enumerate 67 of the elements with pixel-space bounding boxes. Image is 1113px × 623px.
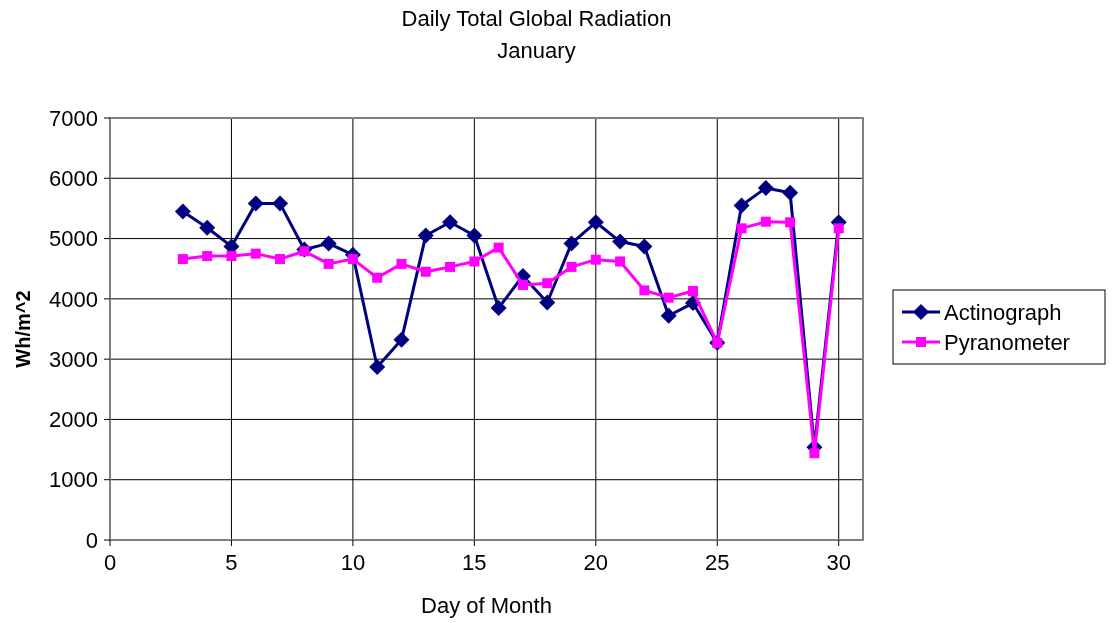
- x-tick-label: 20: [583, 550, 609, 575]
- point: [660, 307, 677, 324]
- legend-label: Pyranometer: [944, 329, 1070, 355]
- point: [323, 258, 334, 269]
- point: [369, 358, 386, 375]
- point: [517, 279, 528, 290]
- point: [809, 448, 820, 459]
- y-tick-label: 2000: [49, 407, 98, 433]
- point: [347, 254, 358, 265]
- x-tick-label: 30: [826, 550, 851, 575]
- point: [539, 294, 556, 311]
- y-tick-label: 4000: [49, 286, 98, 312]
- y-tick-label: 7000: [49, 105, 98, 131]
- point: [272, 195, 289, 212]
- point: [226, 251, 237, 262]
- point: [663, 292, 674, 303]
- point: [785, 217, 796, 228]
- point: [396, 258, 407, 269]
- x-axis-title: Day of Month: [421, 593, 552, 618]
- point: [493, 242, 504, 253]
- point: [372, 272, 383, 283]
- point: [420, 266, 431, 277]
- point: [733, 197, 750, 214]
- point: [757, 179, 774, 196]
- x-tick-label: 25: [705, 550, 730, 575]
- point: [199, 219, 216, 236]
- point: [639, 285, 650, 296]
- point: [490, 299, 507, 316]
- y-tick-label: 6000: [49, 165, 98, 191]
- x-tick-label: 0: [103, 550, 117, 575]
- point: [760, 216, 771, 227]
- y-axis-title: Wh/m^2: [12, 290, 34, 368]
- point: [782, 184, 799, 201]
- point: [177, 254, 188, 265]
- point: [566, 261, 577, 272]
- chart-title: Daily Total Global Radiation: [401, 6, 672, 31]
- point: [466, 227, 483, 244]
- point: [469, 256, 480, 267]
- point: [615, 256, 626, 267]
- point: [275, 254, 286, 265]
- point: [393, 331, 410, 348]
- y-tick-label: 5000: [49, 226, 98, 252]
- point: [636, 238, 653, 255]
- point: [202, 251, 213, 262]
- point: [247, 195, 264, 212]
- point: [590, 254, 601, 265]
- point: [587, 214, 604, 231]
- point: [417, 227, 434, 244]
- point: [250, 248, 261, 259]
- point: [612, 233, 629, 250]
- x-tick-label: 15: [462, 550, 487, 575]
- y-tick-label: 1000: [49, 467, 98, 493]
- x-tick-label: 10: [340, 550, 366, 575]
- point: [445, 261, 456, 272]
- y-tick-label: 0: [85, 527, 98, 553]
- legend-label: Actinograph: [944, 299, 1062, 325]
- point: [320, 235, 337, 252]
- point: [736, 223, 747, 234]
- x-tick-label: 5: [225, 550, 238, 575]
- point: [542, 278, 553, 289]
- point: [833, 223, 844, 234]
- chart-subtitle: January: [497, 38, 576, 63]
- point: [687, 286, 698, 297]
- point: [563, 235, 580, 252]
- point: [174, 203, 191, 220]
- point: [442, 214, 459, 231]
- y-tick-label: 3000: [49, 346, 98, 372]
